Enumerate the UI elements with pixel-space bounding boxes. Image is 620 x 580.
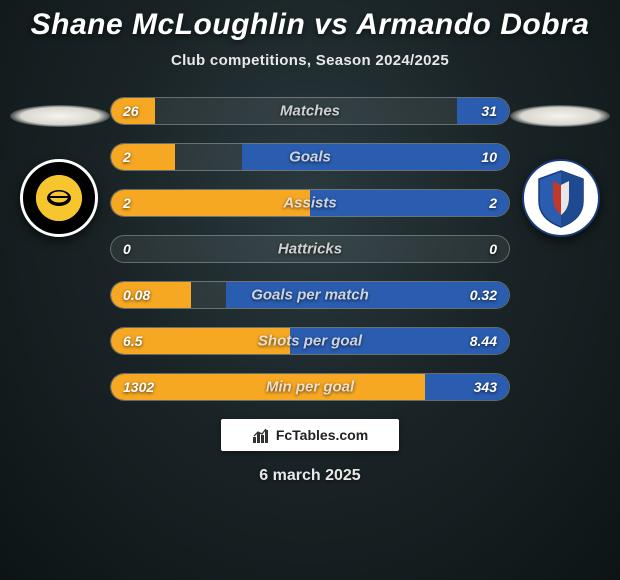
stat-value-right: 0 — [489, 241, 497, 257]
stat-row: 2 2 Assists — [110, 189, 510, 217]
crest-left-svg — [36, 175, 82, 221]
stat-value-left: 1302 — [123, 379, 154, 395]
stat-value-left: 2 — [123, 149, 131, 165]
stat-value-left: 2 — [123, 195, 131, 211]
branding-badge: FcTables.com — [221, 419, 399, 451]
stat-row: 2 10 Goals — [110, 143, 510, 171]
crest-right-svg — [533, 167, 589, 229]
stat-value-right: 31 — [481, 103, 497, 119]
stat-value-left: 6.5 — [123, 333, 142, 349]
stats-bars: 2631Matches210Goals22Assists00Hattricks0… — [110, 97, 510, 401]
stat-label: Assists — [283, 195, 336, 212]
bar-fill-left — [111, 190, 310, 216]
crest-right-inner — [533, 167, 589, 229]
stat-value-right: 2 — [489, 195, 497, 211]
stat-row: 6.5 8.44 Shots per goal — [110, 327, 510, 355]
stat-label: Hattricks — [278, 241, 342, 258]
stat-value-right: 10 — [481, 149, 497, 165]
stat-value-left: 26 — [123, 103, 139, 119]
date-label: 6 march 2025 — [0, 467, 620, 485]
stat-label: Min per goal — [266, 379, 354, 396]
stat-row: 1302 343 Min per goal — [110, 373, 510, 401]
spotlight-left — [10, 105, 110, 127]
stat-row: 26 31 Matches — [110, 97, 510, 125]
stat-value-right: 8.44 — [470, 333, 497, 349]
branding-text: FcTables.com — [276, 427, 368, 443]
page-title: Shane McLoughlin vs Armando Dobra — [0, 8, 620, 42]
stat-row: 0.08 0.32 Goals per match — [110, 281, 510, 309]
bar-fill-right — [310, 190, 509, 216]
subtitle: Club competitions, Season 2024/2025 — [0, 52, 620, 69]
stat-row: 0 0 Hattricks — [110, 235, 510, 263]
stat-label: Matches — [280, 103, 340, 120]
team-crest-left — [20, 159, 98, 237]
team-crest-right — [522, 159, 600, 237]
stat-value-right: 0.32 — [470, 287, 497, 303]
stat-value-left: 0.08 — [123, 287, 150, 303]
comparison-card: Shane McLoughlin vs Armando Dobra Club c… — [0, 0, 620, 580]
stat-value-left: 0 — [123, 241, 131, 257]
stage: 2631Matches210Goals22Assists00Hattricks0… — [0, 97, 620, 401]
spotlight-right — [510, 105, 610, 127]
stat-label: Goals — [289, 149, 331, 166]
stat-value-right: 343 — [474, 379, 497, 395]
bar-fill-left — [111, 144, 175, 170]
crest-left-inner — [36, 175, 82, 221]
stat-label: Shots per goal — [258, 333, 362, 350]
chart-icon — [252, 426, 270, 444]
stat-label: Goals per match — [251, 287, 369, 304]
bar-fill-right — [242, 144, 509, 170]
